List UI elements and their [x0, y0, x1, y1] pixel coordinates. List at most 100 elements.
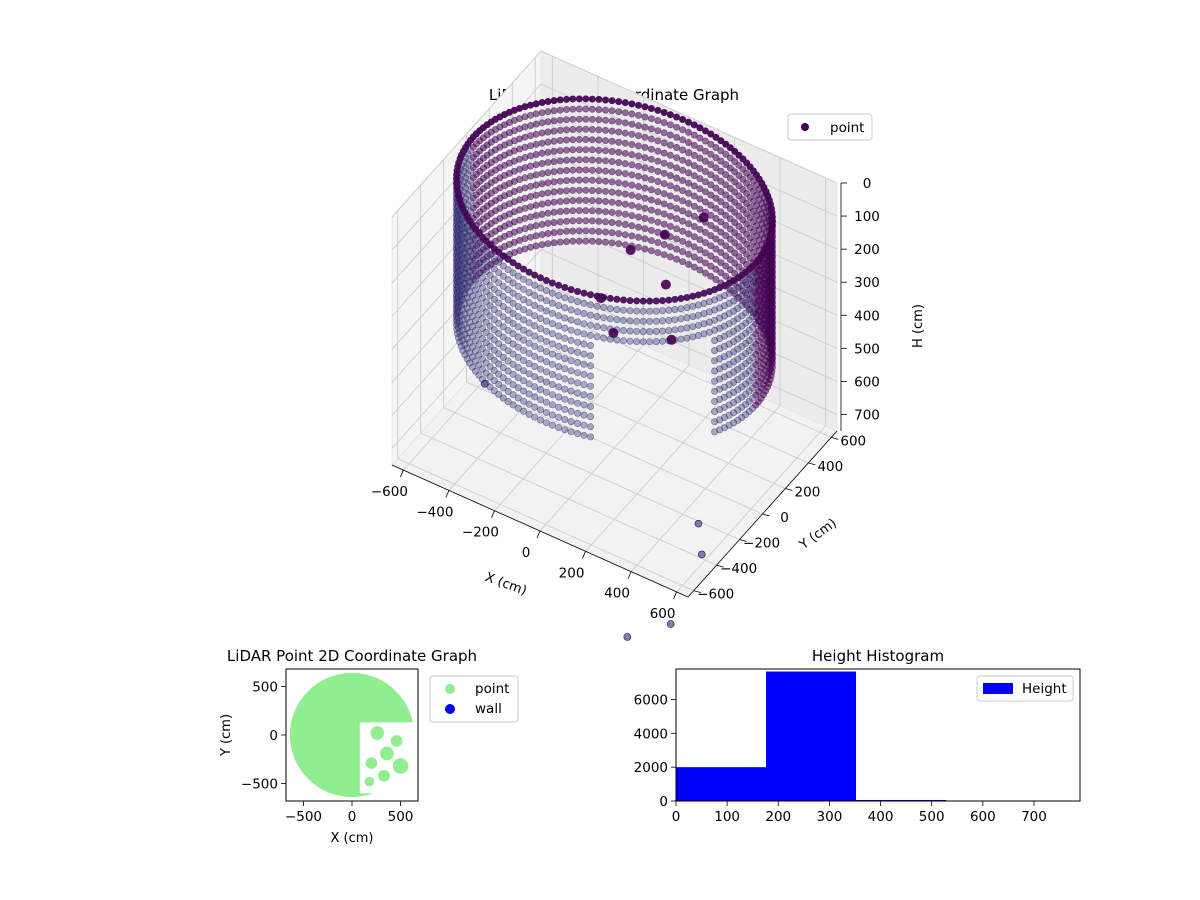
ring-point: [561, 304, 569, 312]
tick-label-x: 700: [1021, 809, 1047, 825]
ring-point: [673, 144, 681, 152]
ring-point: [615, 148, 623, 156]
ring-point: [613, 316, 621, 324]
ring-point: [555, 302, 563, 310]
ring-point: [690, 192, 698, 200]
ring-point: [647, 226, 655, 234]
ring-point: [490, 285, 498, 293]
ring-point: [608, 208, 616, 216]
ring-point: [544, 128, 552, 136]
ring-point: [647, 166, 655, 174]
ring-point: [666, 162, 674, 170]
ring-point: [538, 200, 546, 208]
ring-point: [690, 263, 698, 271]
ring-point: [701, 168, 709, 176]
ring-rim-point: [667, 111, 674, 119]
ring-point: [711, 326, 719, 334]
ring-point: [463, 355, 471, 363]
ring-point: [690, 131, 698, 139]
ring-point: [580, 411, 588, 419]
ring-rim-point: [569, 95, 577, 103]
ring-point: [647, 135, 655, 143]
ring-point: [628, 161, 636, 169]
ring-point: [562, 187, 570, 195]
ring-point: [626, 317, 634, 325]
ring-point: [673, 255, 681, 263]
ring-point: [514, 282, 522, 290]
ring-point: [641, 143, 649, 151]
ring-point: [575, 136, 583, 144]
ring-point: [561, 375, 569, 383]
ring-point: [608, 158, 616, 166]
ring-point: [673, 133, 681, 141]
ring-point: [717, 198, 725, 206]
gridline-x: [676, 177, 827, 593]
ring-point: [660, 251, 668, 259]
ring-point: [660, 139, 668, 147]
ring-point: [684, 179, 692, 187]
ring-point: [734, 416, 742, 424]
ring-rim-point: [695, 291, 702, 299]
ring-point: [711, 316, 719, 324]
ring-point: [615, 128, 623, 136]
ring-point: [548, 401, 556, 409]
ring-rim-point: [561, 284, 569, 291]
ring-point: [679, 187, 687, 195]
ring-point: [619, 316, 627, 324]
ring-point: [606, 315, 614, 323]
ring-point: [562, 227, 570, 235]
ring-point: [700, 310, 708, 318]
ring-point: [562, 136, 570, 144]
ring-point: [586, 311, 594, 319]
ring-point: [463, 345, 471, 353]
ring-rim-point: [615, 98, 623, 105]
ring-point: [684, 240, 692, 248]
ring-point: [601, 198, 609, 206]
ring-point: [634, 142, 642, 150]
tick-label-x: 400: [868, 809, 894, 825]
ring-point: [580, 360, 588, 368]
ring-rim-point: [679, 116, 686, 123]
legend-label-height: Height: [1022, 681, 1067, 697]
ring-point: [475, 371, 483, 379]
ring-point: [490, 377, 498, 385]
ring-point: [722, 181, 730, 189]
gridline-z: [391, 281, 838, 449]
ring-point: [600, 334, 608, 342]
tick-label-x: −200: [462, 525, 499, 541]
ring-point: [555, 332, 563, 340]
ring-point: [490, 336, 498, 344]
plot-3d-ylabel: Y (cm): [796, 516, 840, 553]
ring-point: [641, 235, 649, 243]
ring-point: [569, 197, 577, 205]
ring-point: [538, 241, 546, 249]
ring-point: [499, 323, 507, 331]
ring-point: [712, 144, 720, 152]
ring-point: [690, 243, 698, 251]
ring-point: [544, 108, 552, 116]
point-blob: [378, 769, 390, 782]
tick-label-y: 0: [659, 794, 668, 810]
ring-point: [555, 383, 563, 391]
ring-point: [707, 150, 715, 158]
point-blob: [392, 758, 409, 774]
ring-point: [639, 328, 647, 336]
ring-point: [504, 316, 512, 324]
ring-point: [734, 315, 742, 323]
ring-point: [722, 242, 730, 250]
ring-point: [520, 336, 528, 344]
ring-point: [580, 299, 588, 307]
ring-point: [677, 325, 685, 333]
ring-point: [509, 330, 517, 338]
ring-point: [673, 215, 681, 223]
ring-point: [575, 237, 583, 245]
ring-point: [561, 415, 569, 423]
ring-point: [580, 401, 588, 409]
ring-point: [628, 212, 636, 220]
ring-point: [586, 402, 594, 410]
ring-point: [690, 202, 698, 210]
ring-point: [628, 201, 636, 209]
ring-point: [652, 307, 660, 315]
ring-point: [499, 282, 507, 290]
tick-label-x: 200: [559, 565, 585, 581]
